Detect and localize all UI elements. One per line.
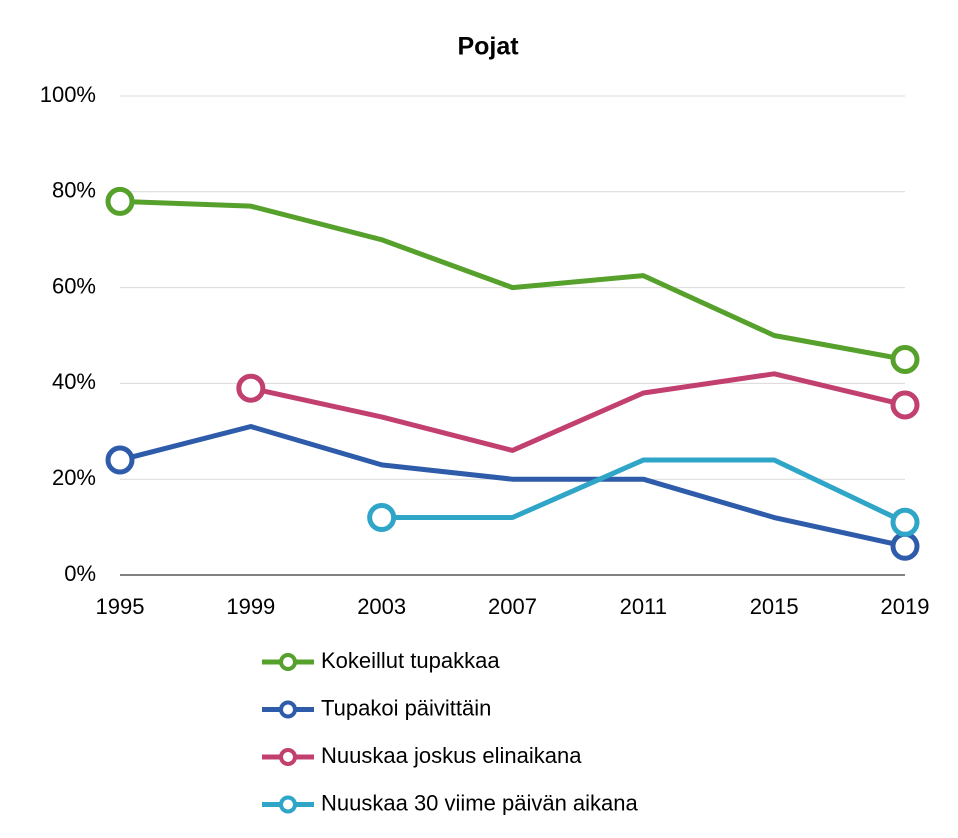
end-marker bbox=[890, 531, 920, 561]
legend-label: Nuuskaa joskus elinaikana bbox=[321, 743, 582, 768]
end-marker bbox=[236, 373, 266, 403]
series-line bbox=[119, 198, 906, 362]
series-line bbox=[119, 424, 906, 549]
series-line bbox=[381, 457, 907, 525]
legend-marker bbox=[279, 700, 297, 719]
x-tick-label: 2015 bbox=[750, 594, 799, 619]
legend-marker bbox=[279, 795, 297, 814]
legend-label: Tupakoi päivittäin bbox=[321, 695, 491, 720]
series-line bbox=[250, 371, 906, 453]
y-tick-label: 0% bbox=[64, 561, 96, 586]
x-tick-label: 1995 bbox=[96, 594, 145, 619]
end-marker bbox=[105, 445, 135, 475]
legend-marker bbox=[279, 748, 297, 766]
legend-marker bbox=[279, 653, 297, 671]
legend-label: Nuuskaa 30 viime päivän aikana bbox=[321, 790, 639, 815]
y-tick-label: 20% bbox=[52, 465, 96, 490]
end-marker bbox=[105, 186, 135, 216]
x-tick-label: 1999 bbox=[226, 594, 275, 619]
y-tick-label: 40% bbox=[52, 369, 96, 394]
y-tick-label: 80% bbox=[52, 178, 96, 203]
y-tick-label: 100% bbox=[40, 82, 96, 107]
x-tick-label: 2019 bbox=[881, 594, 930, 619]
end-marker bbox=[890, 390, 920, 420]
end-marker bbox=[890, 507, 920, 537]
end-marker bbox=[367, 503, 397, 533]
legend-label: Kokeillut tupakkaa bbox=[321, 648, 500, 673]
x-tick-label: 2007 bbox=[488, 594, 537, 619]
x-tick-label: 2003 bbox=[357, 594, 406, 619]
y-tick-label: 60% bbox=[52, 273, 96, 298]
chart-title: Pojat bbox=[457, 33, 519, 61]
end-marker bbox=[890, 344, 920, 374]
x-tick-label: 2011 bbox=[620, 594, 667, 619]
